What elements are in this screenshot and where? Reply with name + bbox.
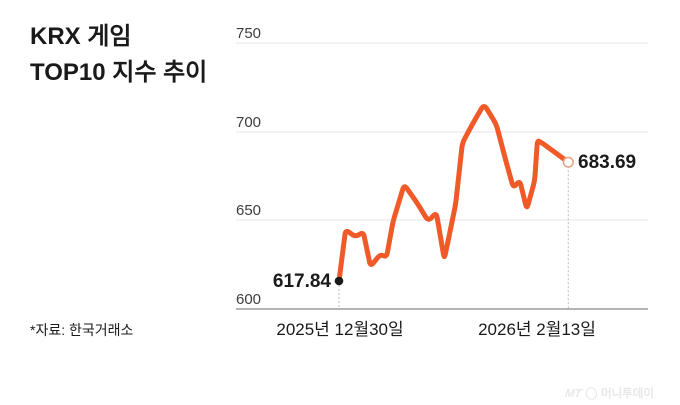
svg-text:2026년 2월13일: 2026년 2월13일 [478, 320, 596, 339]
svg-text:683.69: 683.69 [578, 152, 636, 173]
svg-text:700: 700 [236, 114, 261, 131]
svg-text:600: 600 [236, 291, 261, 308]
svg-text:650: 650 [236, 202, 261, 219]
svg-text:2025년 12월30일: 2025년 12월30일 [276, 320, 403, 339]
svg-text:750: 750 [236, 25, 261, 42]
svg-text:617.84: 617.84 [273, 271, 332, 292]
